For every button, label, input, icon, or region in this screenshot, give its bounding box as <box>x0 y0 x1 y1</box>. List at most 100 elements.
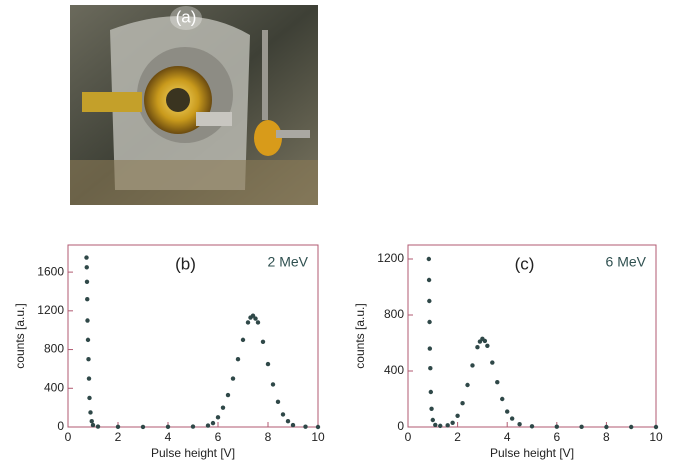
data-point <box>88 410 93 415</box>
y-tick-label: 1200 <box>377 251 404 265</box>
x-tick-label: 2 <box>454 430 461 444</box>
data-point <box>190 424 196 429</box>
data-point <box>554 424 559 429</box>
data-point <box>95 424 101 429</box>
data-point <box>485 343 490 348</box>
data-point <box>426 256 432 262</box>
data-point <box>427 298 432 304</box>
y-tick-label: 800 <box>44 342 64 356</box>
data-point <box>215 415 221 420</box>
data-point <box>280 412 286 417</box>
y-tick-label: 0 <box>397 419 404 433</box>
annotation: 6 MeV <box>606 254 647 270</box>
data-point <box>225 392 231 398</box>
data-point <box>87 395 92 401</box>
data-point <box>84 265 89 270</box>
data-point <box>205 423 211 428</box>
y-tick-label: 400 <box>384 363 404 377</box>
data-point <box>85 318 90 323</box>
data-point <box>427 346 433 351</box>
y-tick-label: 0 <box>57 419 64 433</box>
data-point <box>84 279 90 284</box>
data-point <box>433 422 438 428</box>
data-point <box>450 420 455 425</box>
data-point <box>427 319 432 325</box>
x-tick-label: 0 <box>65 430 72 444</box>
data-point <box>604 424 609 430</box>
data-point <box>303 424 308 429</box>
data-point <box>84 255 89 260</box>
x-axis-label: Pulse height [V] <box>490 446 574 460</box>
data-point <box>290 422 296 428</box>
data-point <box>89 418 94 424</box>
data-point <box>470 363 475 368</box>
data-point <box>140 424 146 430</box>
data-point <box>165 424 171 430</box>
x-tick-label: 2 <box>115 430 122 444</box>
data-point <box>250 313 256 318</box>
data-point <box>517 422 522 427</box>
data-point <box>475 345 480 350</box>
data-point <box>495 380 500 385</box>
data-point <box>629 424 634 430</box>
data-point <box>260 339 266 345</box>
x-tick-label: 0 <box>405 430 412 444</box>
data-point <box>490 360 495 365</box>
data-point <box>85 297 90 302</box>
data-point <box>285 418 291 424</box>
data-point <box>482 338 488 344</box>
x-tick-label: 8 <box>265 430 272 444</box>
x-tick-label: 10 <box>649 430 663 444</box>
data-point <box>428 389 434 395</box>
x-axis-label: Pulse height [V] <box>151 446 235 460</box>
data-point <box>86 357 91 362</box>
data-point <box>505 409 510 414</box>
data-point <box>465 382 470 388</box>
x-tick-label: 10 <box>311 430 325 444</box>
data-point <box>255 320 261 325</box>
data-point <box>86 376 92 381</box>
data-point <box>220 405 226 410</box>
data-point <box>315 424 321 430</box>
data-point <box>230 376 236 381</box>
y-tick-label: 1200 <box>37 303 64 317</box>
data-point <box>115 424 121 430</box>
data-point <box>445 423 450 428</box>
data-point <box>275 399 281 405</box>
data-point <box>253 316 258 321</box>
data-point <box>500 396 505 402</box>
data-point <box>240 337 246 343</box>
data-point <box>270 382 276 387</box>
y-tick-label: 1600 <box>37 264 64 278</box>
data-point <box>579 424 584 430</box>
data-point <box>426 277 432 283</box>
y-tick-label: 400 <box>44 380 64 394</box>
data-point <box>235 357 241 362</box>
x-tick-label: 6 <box>215 430 222 444</box>
data-point <box>653 424 659 430</box>
x-tick-label: 6 <box>553 430 560 444</box>
x-tick-label: 4 <box>165 430 172 444</box>
panel-label: (b) <box>175 254 196 273</box>
data-point <box>429 406 434 411</box>
x-tick-label: 8 <box>603 430 610 444</box>
data-point <box>265 361 271 367</box>
data-point <box>438 423 443 429</box>
data-point <box>529 424 535 429</box>
y-axis-label: counts [a.u.] <box>13 303 27 368</box>
photo: (a) <box>70 5 318 205</box>
data-point <box>509 416 515 421</box>
data-point <box>455 413 460 418</box>
data-point <box>85 337 91 343</box>
data-point <box>428 366 433 371</box>
data-point <box>430 417 435 423</box>
data-point <box>90 422 96 428</box>
y-tick-label: 800 <box>384 307 404 321</box>
data-point <box>460 401 465 406</box>
panel-label: (c) <box>515 254 535 273</box>
panel-label: (a) <box>176 7 197 26</box>
x-tick-label: 4 <box>504 430 511 444</box>
annotation: 2 MeV <box>268 254 309 270</box>
data-point <box>245 320 251 325</box>
